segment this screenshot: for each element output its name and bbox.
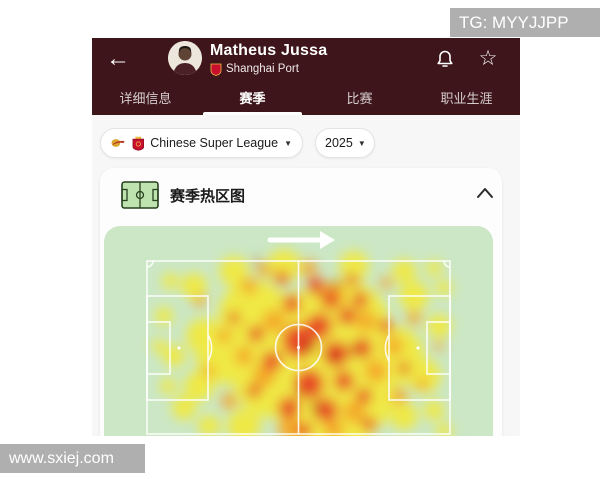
filter-row: Chinese Super League ▼ 2025 ▼	[92, 128, 520, 158]
collapse-chevron-up-icon[interactable]	[476, 186, 494, 200]
league-logo-icon	[111, 139, 125, 147]
season-heatmap-card: 赛季热区图	[100, 168, 502, 436]
pitch-lines	[146, 260, 451, 435]
league-select[interactable]: Chinese Super League ▼	[100, 128, 303, 158]
season-select[interactable]: 2025 ▼	[315, 128, 375, 158]
tab-details[interactable]: 详细信息	[119, 91, 172, 106]
player-header: ← Matheus Jussa Shanghai Port	[92, 38, 520, 115]
league-caret-down-icon: ▼	[284, 138, 292, 148]
team-crest-icon	[210, 63, 222, 76]
heatmap-card-title: 赛季热区图	[170, 188, 246, 205]
tab-season[interactable]: 赛季	[199, 85, 306, 115]
season-select-value: 2025	[325, 136, 353, 150]
league-select-value: Chinese Super League	[150, 136, 279, 150]
active-tab-underline	[203, 112, 302, 115]
season-caret-down-icon: ▼	[357, 138, 366, 148]
team-name: Shanghai Port	[226, 63, 299, 75]
app-window: ← Matheus Jussa Shanghai Port	[92, 38, 520, 436]
tab-matches[interactable]: 比赛	[346, 91, 373, 106]
notification-bell-icon[interactable]	[433, 47, 457, 71]
favorite-star-icon[interactable]: ☆	[478, 47, 498, 70]
telegram-watermark: TG: MYYJJPP	[450, 8, 600, 37]
tab-career[interactable]: 职业生涯	[440, 91, 493, 106]
back-arrow-icon[interactable]: ←	[106, 45, 130, 72]
pitch-icon	[121, 181, 159, 209]
site-watermark: www.sxiej.com	[0, 444, 145, 473]
player-avatar	[168, 41, 202, 75]
team-row[interactable]: Shanghai Port	[210, 62, 299, 76]
tab-season-label: 赛季	[239, 91, 266, 106]
player-name: Matheus Jussa	[210, 42, 328, 59]
heat-blobs-layer	[152, 249, 452, 436]
csl-crest-icon	[132, 136, 144, 151]
heatmap-pitch	[104, 226, 493, 436]
tab-bar: 详细信息 赛季 比赛 职业生涯	[92, 85, 520, 115]
heatmap-svg	[146, 231, 452, 436]
attack-direction-arrow-icon	[267, 231, 335, 249]
